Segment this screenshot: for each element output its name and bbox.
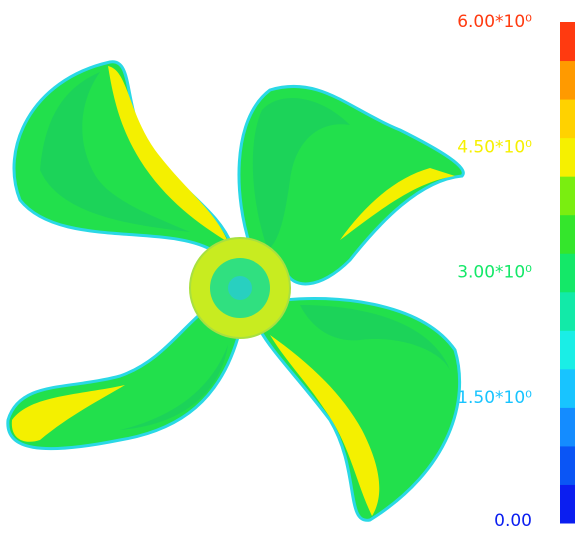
propeller	[6, 60, 465, 522]
colorbar-band	[560, 99, 575, 139]
colorbar-band	[560, 22, 575, 62]
colorbar-labels: 0.00 1.50*10⁰ 3.00*10⁰ 4.50*10⁰ 6.00*10⁰	[457, 12, 532, 531]
colorbar	[560, 22, 575, 524]
colorbar-tick-label: 6.00*10⁰	[457, 12, 532, 32]
colorbar-band	[560, 214, 575, 254]
colorbar-band	[560, 484, 575, 524]
colorbar-tick-label: 3.00*10⁰	[457, 263, 532, 283]
blade-band	[40, 72, 190, 232]
blade	[258, 296, 462, 522]
colorbar-band	[560, 176, 575, 216]
blade-band	[340, 168, 455, 240]
blade-band	[108, 66, 228, 242]
blade-band	[300, 305, 450, 370]
colorbar-tick-label: 0.00	[494, 511, 532, 531]
colorbar-tick-label: 1.50*10⁰	[457, 388, 532, 408]
hub-center	[228, 276, 252, 300]
colorbar-band	[560, 368, 575, 408]
colorbar-band	[560, 330, 575, 370]
colorbar-band	[560, 253, 575, 293]
blade-band	[252, 98, 350, 250]
blade-band	[11, 385, 125, 442]
colorbar-tick-label: 4.50*10⁰	[457, 137, 532, 157]
blade-band	[120, 345, 228, 430]
blade-band	[270, 335, 380, 516]
colorbar-band	[560, 60, 575, 100]
colorbar-band	[560, 407, 575, 447]
colorbar-band	[560, 445, 575, 485]
colorbar-band	[560, 137, 575, 177]
colorbar-band	[560, 291, 575, 331]
